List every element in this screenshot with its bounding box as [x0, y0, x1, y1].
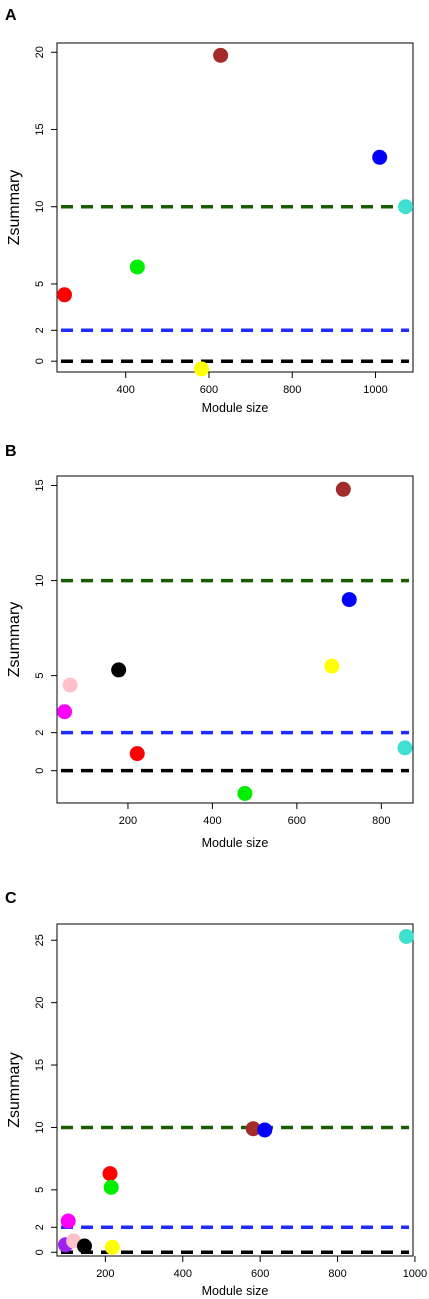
data-point: [102, 1166, 118, 1182]
data-point: [111, 662, 127, 678]
x-tick-label: 600: [200, 384, 218, 396]
x-tick-label: 800: [372, 815, 390, 827]
x-tick-label: 1000: [403, 1268, 427, 1280]
data-point: [129, 259, 145, 275]
data-point: [341, 592, 357, 608]
data-point: [335, 481, 351, 497]
data-point: [62, 677, 78, 693]
data-point: [57, 704, 73, 720]
plot-frame-b: [56, 475, 414, 804]
y-tick-label: 2: [34, 327, 46, 333]
y-tick-label: 0: [34, 1249, 46, 1255]
panel-a: A 400 600 800 1000 0 2 5 10 15 20 Module size Zsumma…: [5, 7, 414, 415]
y-axis-title: Zsummary: [6, 1052, 23, 1128]
plot-frame-a: [56, 42, 414, 373]
data-point: [398, 199, 414, 215]
data-point: [104, 1239, 120, 1255]
x-tick-label: 400: [203, 815, 221, 827]
y-tick-label: 15: [34, 479, 46, 491]
y-axis-title: Zsummary: [6, 602, 23, 678]
y-tick-label: 25: [34, 934, 46, 946]
x-tick-label: 1000: [363, 384, 387, 396]
y-tick-label: 5: [34, 1187, 46, 1193]
x-tick-label: 800: [283, 384, 301, 396]
data-point: [237, 785, 253, 801]
panel-label-a: A: [5, 7, 17, 24]
data-point: [213, 47, 229, 63]
y-tick-label: 0: [34, 358, 46, 364]
y-tick-label: 10: [34, 1121, 46, 1133]
y-tick-label: 20: [34, 997, 46, 1009]
x-tick-label: 400: [117, 384, 135, 396]
data-point: [245, 1121, 261, 1137]
data-point: [257, 1122, 273, 1138]
data-point: [193, 361, 209, 377]
x-tick-label: 600: [251, 1268, 269, 1280]
y-tick-label: 0: [34, 768, 46, 774]
panel-b: B 200 400 600 800 0 2 5 10 15 Module size Zsummary: [5, 443, 414, 850]
panel-label-b: B: [5, 443, 17, 460]
data-point: [103, 1179, 119, 1195]
y-tick-label: 5: [34, 281, 46, 287]
x-tick-label: 200: [119, 815, 137, 827]
panel-label-c: C: [5, 890, 17, 907]
data-point: [60, 1213, 76, 1229]
x-axis-title: Module size: [202, 1284, 269, 1298]
y-tick-label: 10: [34, 574, 46, 586]
data-point: [372, 149, 388, 165]
x-tick-label: 200: [96, 1268, 114, 1280]
y-tick-label: 5: [34, 673, 46, 679]
x-axis-title: Module size: [202, 401, 269, 415]
data-point: [76, 1238, 92, 1254]
data-point: [56, 287, 72, 303]
x-tick-label: 600: [288, 815, 306, 827]
x-axis-title: Module size: [202, 836, 269, 850]
x-tick-label: 400: [174, 1268, 192, 1280]
data-point: [398, 928, 414, 944]
y-tick-label: 2: [34, 1224, 46, 1230]
y-tick-label: 20: [34, 46, 46, 58]
y-tick-label: 10: [34, 201, 46, 213]
y-tick-label: 15: [34, 1059, 46, 1071]
plot-frame-c: [56, 923, 414, 1257]
y-axis-title: Zsummary: [6, 170, 23, 246]
x-tick-label: 800: [328, 1268, 346, 1280]
data-point: [397, 740, 413, 756]
data-point: [324, 658, 340, 674]
y-tick-label: 15: [34, 123, 46, 135]
y-tick-label: 2: [34, 730, 46, 736]
data-point: [129, 746, 145, 762]
